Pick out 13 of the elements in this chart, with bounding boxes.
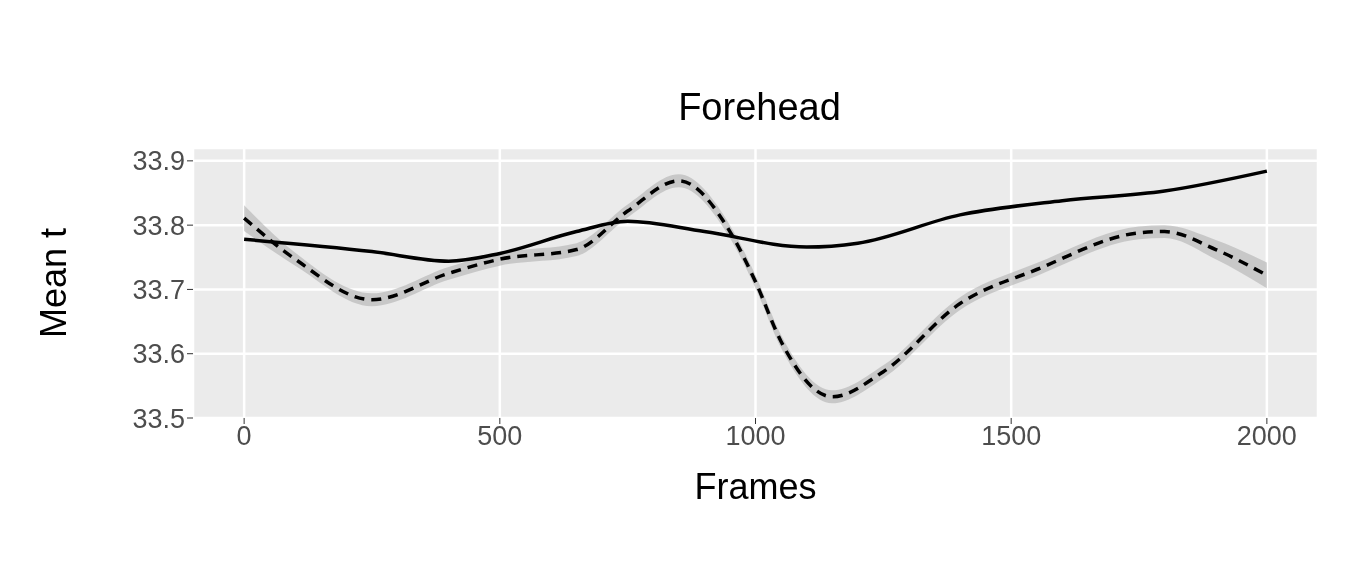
chart-title: Forehead (677, 86, 842, 129)
y-axis-title: Mean t (32, 227, 74, 339)
x-tick-label: 0 (236, 421, 252, 452)
x-tick-label: 1500 (981, 421, 1042, 452)
y-tick-label: 33.9 (132, 146, 185, 177)
y-tick-label: 33.5 (132, 403, 185, 434)
x-tick-label: 500 (477, 421, 523, 452)
x-axis-title: Frames (694, 465, 817, 507)
y-tick-label: 33.8 (132, 210, 185, 241)
x-tick-label: 1000 (725, 421, 786, 452)
y-tick-label: 33.6 (132, 339, 185, 370)
y-tick-label: 33.7 (132, 275, 185, 306)
x-tick-label: 2000 (1236, 421, 1297, 452)
